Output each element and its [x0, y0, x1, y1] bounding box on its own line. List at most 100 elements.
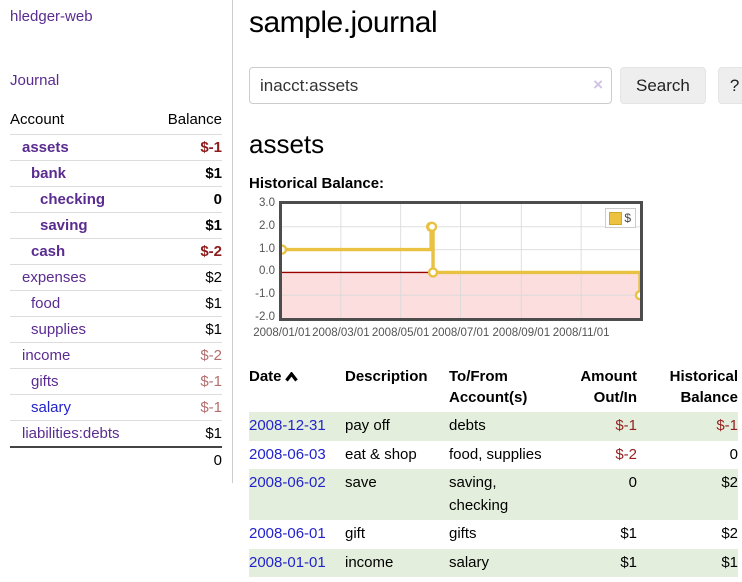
- transaction-accounts[interactable]: gifts: [449, 525, 477, 542]
- account-balance: 0: [151, 186, 222, 213]
- transaction-description: income: [345, 553, 394, 571]
- account-row: gifts $-1: [10, 368, 222, 395]
- x-axis-tick-label: 2008/03/01: [312, 327, 370, 339]
- account-link-saving[interactable]: saving: [40, 217, 88, 234]
- register-row: 2008-06-02 save saving, checking 0 $2: [249, 469, 738, 520]
- register-row: 2008-06-01 gift gifts $1 $2: [249, 520, 738, 549]
- account-balance: $1: [151, 160, 222, 187]
- account-balance: $1: [151, 290, 222, 317]
- y-axis-tick-label: -1.0: [255, 288, 275, 301]
- account-balance: $-1: [151, 134, 222, 161]
- account-link-checking[interactable]: checking: [40, 191, 106, 208]
- legend-swatch-icon: [609, 211, 623, 225]
- legend-label: $: [624, 211, 631, 225]
- account-link-income[interactable]: income: [22, 347, 71, 364]
- transaction-balance: $2: [721, 525, 738, 542]
- register-row: 2008-12-31 pay off debts $-1 $-1: [249, 412, 738, 441]
- account-row: assets $-1: [10, 134, 222, 161]
- y-axis-tick-label: 0.0: [259, 265, 275, 278]
- amount-column-header: Amount Out/In: [580, 368, 637, 406]
- search-form: × Search ?: [249, 67, 742, 104]
- date-column-header[interactable]: Date: [249, 364, 345, 412]
- chart-title: Historical Balance:: [249, 175, 385, 192]
- account-link-gifts[interactable]: gifts: [31, 373, 59, 390]
- account-row: salary $-1: [10, 394, 222, 421]
- account-row: income $-2: [10, 342, 222, 369]
- sort-ascending-icon: [284, 371, 298, 382]
- help-button[interactable]: ?: [717, 67, 742, 104]
- account-balance: $1: [151, 420, 222, 447]
- balance-column-header: Historical Balance: [669, 368, 738, 406]
- transaction-balance: $-1: [716, 417, 738, 434]
- transaction-amount: $1: [620, 525, 637, 542]
- transaction-date-link[interactable]: 2008-06-01: [249, 525, 326, 542]
- account-row: liabilities:debts $1: [10, 420, 222, 447]
- account-balance: $-2: [151, 238, 222, 265]
- y-axis-tick-label: 2.0: [259, 219, 275, 232]
- x-axis-tick-label: 2008/11/01: [552, 327, 610, 339]
- app-title-link[interactable]: hledger-web: [10, 8, 93, 25]
- transaction-date-link[interactable]: 2008-06-03: [249, 445, 326, 463]
- account-balance: $-1: [151, 394, 222, 421]
- transaction-description: eat & shop: [345, 445, 417, 463]
- transaction-description: gift: [345, 525, 366, 542]
- transaction-accounts[interactable]: saving, checking: [449, 474, 509, 514]
- page-title: sample.journal: [249, 6, 438, 39]
- transaction-description: pay off: [345, 417, 390, 434]
- account-row: supplies $1: [10, 316, 222, 343]
- account-row: bank $1: [10, 160, 222, 187]
- account-link-food[interactable]: food: [31, 295, 61, 312]
- transaction-description: save: [345, 474, 377, 491]
- account-balance: $1: [151, 212, 222, 239]
- account-link-liabilities-debts[interactable]: liabilities:debts: [22, 425, 120, 442]
- transaction-date-link[interactable]: 2008-01-01: [249, 553, 326, 571]
- account-total-row: 0: [10, 446, 222, 473]
- transaction-balance: $1: [721, 553, 738, 571]
- y-axis-tick-label: -2.0: [255, 311, 275, 323]
- transaction-amount: $-1: [615, 417, 637, 434]
- chart-plot: $: [279, 201, 643, 321]
- transaction-accounts[interactable]: salary: [449, 553, 490, 571]
- account-column-header: Account: [10, 111, 65, 128]
- tofrom-column-header: To/From Account(s): [449, 368, 528, 406]
- account-row: cash $-2: [10, 238, 222, 265]
- transaction-accounts[interactable]: food, supplies: [449, 445, 542, 463]
- account-link-expenses[interactable]: expenses: [22, 269, 87, 286]
- register-row: 2008-06-03 eat & shop food, supplies $-2…: [249, 441, 738, 470]
- transaction-date-link[interactable]: 2008-12-31: [249, 417, 326, 434]
- chart-legend: $: [605, 208, 636, 228]
- transaction-amount: $1: [620, 553, 637, 571]
- x-axis-tick-label: 2008/07/01: [431, 327, 490, 339]
- y-axis-tick-label: 3.0: [259, 197, 275, 209]
- balance-chart: $ 3.0 2.0 1.0 0.0 -1.0 -2.0 2008/01/01 2008/03/…: [249, 197, 649, 344]
- account-link-salary[interactable]: salary: [31, 399, 72, 416]
- transaction-balance: $2: [721, 474, 738, 491]
- x-axis-tick-label: 2008/05/01: [371, 327, 430, 339]
- y-axis-tick-label: 1.0: [259, 242, 275, 255]
- clear-search-icon[interactable]: ×: [593, 75, 603, 94]
- account-link-bank[interactable]: bank: [31, 165, 67, 182]
- account-balance: $-1: [151, 368, 222, 395]
- account-table-header: Account Balance: [10, 108, 222, 135]
- x-axis-tick-label: 2008/09/01: [492, 327, 551, 339]
- search-input[interactable]: [249, 67, 612, 104]
- transaction-accounts[interactable]: debts: [449, 417, 486, 434]
- chart-canvas: [282, 204, 640, 318]
- search-button[interactable]: Search: [620, 67, 706, 104]
- transaction-balance: 0: [729, 445, 738, 463]
- register-row: 2008-01-01 income salary $1 $1: [249, 548, 738, 577]
- transaction-amount: $-2: [615, 445, 637, 463]
- account-link-cash[interactable]: cash: [31, 243, 66, 260]
- account-balance-table: Account Balance assets $-1 bank $1 check…: [10, 108, 222, 473]
- account-total-balance: 0: [151, 446, 222, 473]
- account-row: checking 0: [10, 186, 222, 213]
- sidebar-item-journal[interactable]: Journal: [10, 72, 60, 89]
- account-balance: $1: [151, 316, 222, 343]
- account-row: food $1: [10, 290, 222, 317]
- account-heading: assets: [249, 129, 325, 159]
- transaction-date-link[interactable]: 2008-06-02: [249, 474, 326, 491]
- account-balance: $2: [151, 264, 222, 291]
- account-link-supplies[interactable]: supplies: [31, 321, 87, 338]
- account-link-assets[interactable]: assets: [22, 139, 69, 156]
